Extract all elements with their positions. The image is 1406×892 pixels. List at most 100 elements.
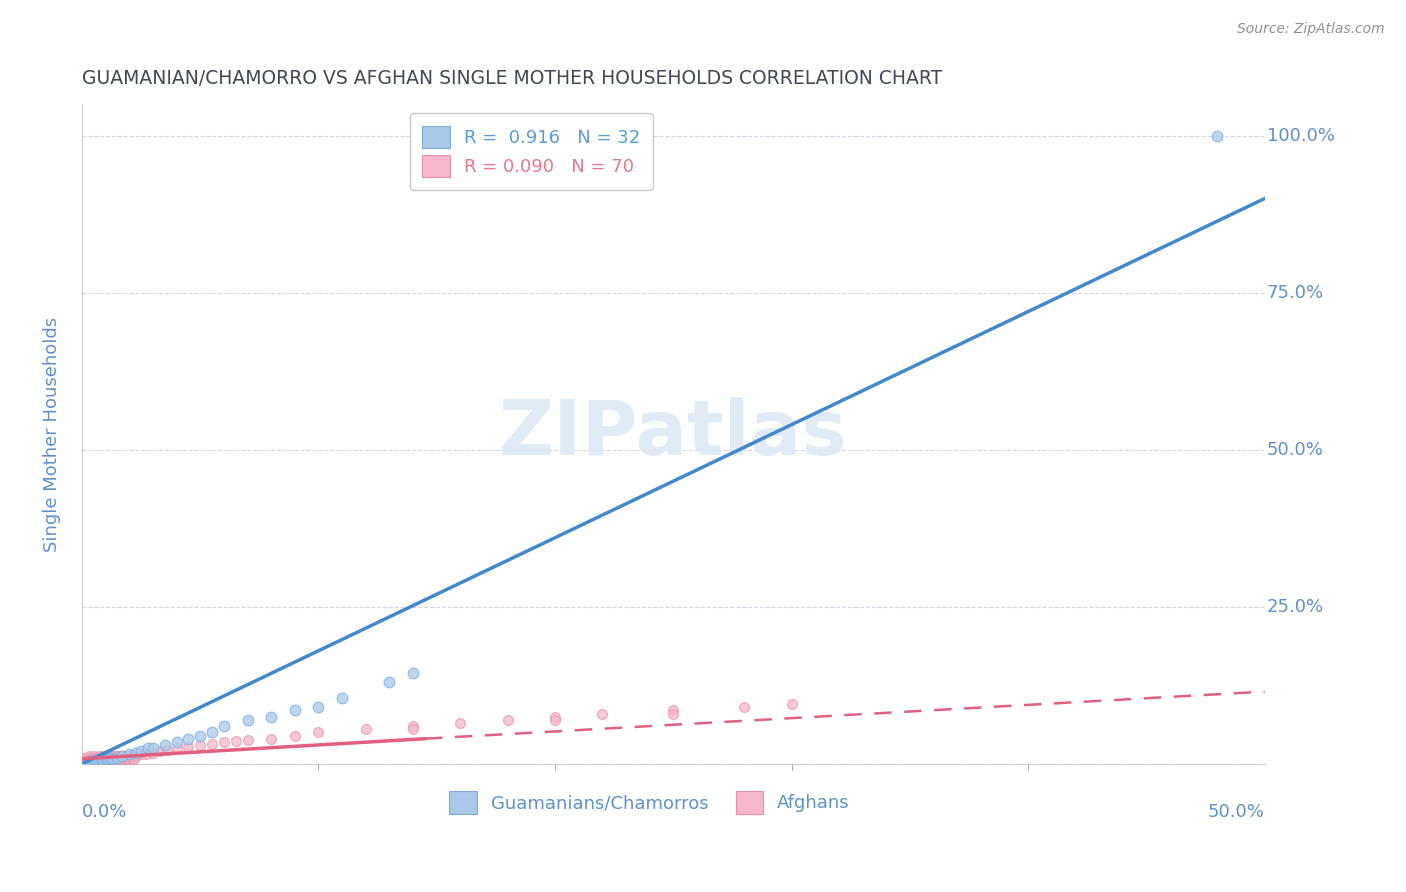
Point — [104, 749, 127, 764]
Point — [114, 752, 136, 766]
Point — [129, 747, 152, 762]
Point — [136, 741, 159, 756]
Point — [111, 752, 134, 766]
Point — [308, 700, 330, 714]
Point — [87, 754, 110, 768]
Point — [135, 747, 157, 761]
Point — [662, 706, 685, 721]
Point — [94, 752, 117, 766]
Text: ZIPatlas: ZIPatlas — [499, 397, 848, 471]
Point — [97, 748, 120, 763]
Point — [87, 749, 110, 764]
Text: 50.0%: 50.0% — [1267, 441, 1324, 458]
Point — [73, 750, 96, 764]
Point — [125, 746, 148, 760]
Point — [101, 752, 124, 766]
Point — [129, 744, 152, 758]
Point — [80, 754, 103, 768]
Point — [153, 738, 176, 752]
Point — [107, 750, 129, 764]
Point — [733, 700, 755, 714]
Point — [354, 723, 377, 737]
Point — [83, 749, 105, 764]
Point — [84, 752, 107, 766]
Point — [662, 703, 685, 717]
Point — [402, 719, 425, 733]
Text: 0.0%: 0.0% — [82, 804, 128, 822]
Point — [118, 749, 141, 764]
Point — [212, 719, 235, 733]
Point — [1206, 128, 1229, 143]
Point — [166, 741, 188, 756]
Text: 100.0%: 100.0% — [1267, 127, 1334, 145]
Point — [80, 752, 103, 766]
Point — [77, 755, 100, 769]
Point — [225, 734, 247, 748]
Point — [76, 752, 98, 766]
Point — [166, 735, 188, 749]
Point — [149, 744, 172, 758]
Point — [142, 746, 165, 760]
Point — [402, 723, 425, 737]
Point — [91, 753, 114, 767]
Point — [83, 752, 105, 766]
Point — [780, 697, 803, 711]
Point — [80, 750, 103, 764]
Point — [101, 752, 124, 766]
Point — [544, 713, 567, 727]
Point — [236, 733, 259, 747]
Point — [97, 752, 120, 766]
Point — [108, 749, 131, 764]
Point — [188, 738, 211, 752]
Text: 75.0%: 75.0% — [1267, 284, 1324, 301]
Point — [122, 752, 145, 766]
Point — [188, 729, 211, 743]
Point — [115, 748, 138, 763]
Point — [591, 706, 613, 721]
Point — [98, 749, 121, 764]
Point — [87, 752, 110, 766]
Point — [90, 752, 112, 766]
Point — [496, 713, 519, 727]
Text: Source: ZipAtlas.com: Source: ZipAtlas.com — [1237, 22, 1385, 37]
Point — [104, 752, 127, 766]
Legend: Guamanians/Chamorros, Afghans: Guamanians/Chamorros, Afghans — [443, 784, 858, 821]
Point — [84, 753, 107, 767]
Point — [121, 752, 143, 766]
Point — [83, 754, 105, 768]
Point — [94, 752, 117, 766]
Point — [91, 748, 114, 763]
Point — [378, 675, 401, 690]
Point — [115, 752, 138, 766]
Y-axis label: Single Mother Households: Single Mother Households — [44, 317, 60, 551]
Point — [212, 735, 235, 749]
Point — [330, 690, 353, 705]
Point — [91, 752, 114, 766]
Point — [77, 753, 100, 767]
Point — [201, 737, 224, 751]
Point — [111, 749, 134, 764]
Point — [118, 747, 141, 762]
Text: GUAMANIAN/CHAMORRO VS AFGHAN SINGLE MOTHER HOUSEHOLDS CORRELATION CHART: GUAMANIAN/CHAMORRO VS AFGHAN SINGLE MOTH… — [82, 69, 942, 87]
Point — [107, 752, 129, 766]
Text: 50.0%: 50.0% — [1208, 804, 1264, 822]
Point — [402, 665, 425, 680]
Point — [98, 752, 121, 766]
Point — [84, 750, 107, 764]
Point — [156, 743, 179, 757]
Point — [121, 748, 143, 763]
Point — [260, 731, 283, 746]
Point — [260, 709, 283, 723]
Point — [125, 748, 148, 763]
Point — [118, 752, 141, 766]
Point — [284, 729, 307, 743]
Point — [201, 725, 224, 739]
Point — [122, 749, 145, 764]
Text: 25.0%: 25.0% — [1267, 598, 1324, 615]
Point — [101, 748, 124, 763]
Point — [177, 739, 200, 754]
Point — [107, 748, 129, 763]
Point — [90, 752, 112, 766]
Point — [97, 752, 120, 766]
Point — [90, 750, 112, 764]
